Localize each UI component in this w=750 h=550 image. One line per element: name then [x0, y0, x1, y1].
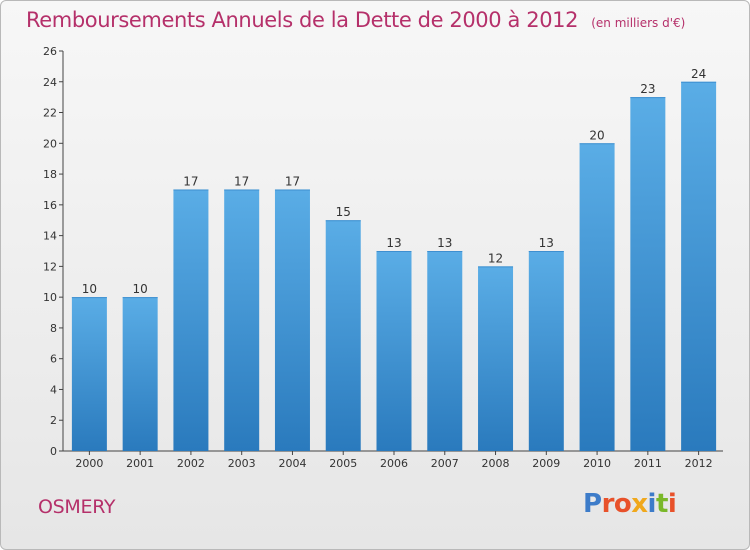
x-tick-label: 2006 [380, 457, 408, 470]
x-tick-label: 2004 [278, 457, 306, 470]
data-label: 13 [539, 236, 554, 250]
bar [325, 220, 361, 451]
data-label: 20 [589, 128, 604, 142]
y-tick-label: 10 [43, 291, 57, 304]
x-tick-label: 2010 [583, 457, 611, 470]
data-label: 13 [437, 236, 452, 250]
logo-letter: i [647, 489, 657, 519]
bar [427, 251, 463, 451]
y-tick-label: 12 [43, 260, 57, 273]
logo-letter: o [613, 489, 632, 519]
data-label: 10 [133, 282, 148, 296]
y-tick-label: 22 [43, 107, 57, 120]
y-tick-label: 0 [50, 445, 57, 458]
chart-title-block: Remboursements Annuels de la Dette de 20… [26, 8, 685, 32]
data-label: 13 [386, 236, 401, 250]
bar [681, 81, 717, 452]
data-label: 17 [285, 174, 300, 188]
x-tick-label: 2007 [431, 457, 459, 470]
bar [71, 297, 107, 451]
data-label: 24 [691, 67, 706, 81]
logo-letter: P [583, 489, 602, 519]
x-tick-label: 2011 [634, 457, 662, 470]
logo-letter: r [601, 489, 615, 519]
y-tick-label: 4 [50, 383, 57, 396]
data-label: 10 [82, 282, 97, 296]
chart-labels: 10 2000 10 2001 17 2002 17 2003 17 2004 15 2005 13 20… [75, 67, 712, 470]
x-tick-label: 2005 [329, 457, 357, 470]
y-tick-label: 8 [50, 322, 57, 335]
data-label: 15 [336, 205, 351, 219]
y-tick-label: 16 [43, 199, 57, 212]
bar [528, 251, 564, 451]
bar [630, 97, 666, 452]
x-tick-label: 2009 [532, 457, 560, 470]
proxiti-logo[interactable]: Proxiti [583, 489, 677, 519]
chart-title: Remboursements Annuels de la Dette de 20… [26, 8, 579, 32]
y-tick-label: 24 [43, 76, 57, 89]
x-tick-label: 2002 [177, 457, 205, 470]
data-label: 17 [183, 174, 198, 188]
bar [122, 297, 158, 451]
chart-subtitle: (en milliers d'€) [591, 16, 686, 30]
logo-letter: x [631, 489, 648, 519]
y-tick-label: 20 [43, 137, 57, 150]
bar [478, 266, 514, 451]
bar [173, 189, 209, 451]
x-tick-label: 2001 [126, 457, 154, 470]
commune-name: OSMERY [38, 496, 116, 518]
chart-bars [71, 81, 717, 452]
y-tick-label: 2 [50, 414, 57, 427]
logo-letter: i [667, 489, 677, 519]
x-tick-label: 2003 [228, 457, 256, 470]
bar [274, 189, 310, 451]
x-tick-label: 2000 [75, 457, 103, 470]
y-tick-label: 14 [43, 230, 57, 243]
data-label: 23 [640, 82, 655, 96]
y-tick-label: 26 [43, 45, 57, 58]
y-tick-label: 6 [50, 353, 57, 366]
bar [579, 143, 615, 452]
logo-letter: t [655, 489, 668, 519]
data-label: 17 [234, 174, 249, 188]
x-tick-label: 2012 [685, 457, 713, 470]
data-label: 12 [488, 251, 503, 265]
x-tick-label: 2008 [482, 457, 510, 470]
bar [224, 189, 260, 451]
bar [376, 251, 412, 451]
y-tick-label: 18 [43, 168, 57, 181]
